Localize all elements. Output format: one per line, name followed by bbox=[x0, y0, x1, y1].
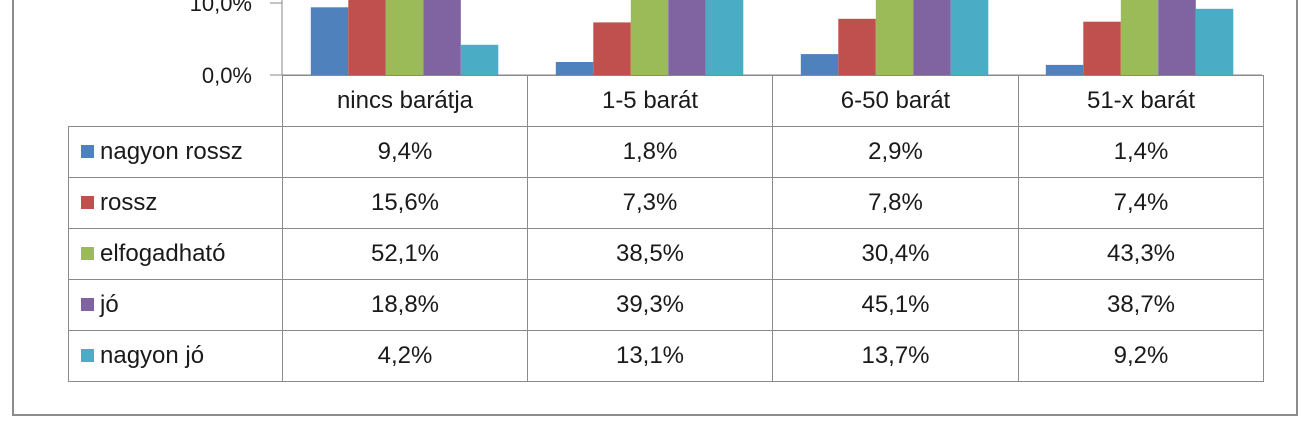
bar bbox=[1195, 8, 1234, 75]
category-label: nincs barátja bbox=[282, 75, 528, 127]
table-cell: 2,9% bbox=[772, 126, 1019, 178]
table-row: nagyon jó 4,2% 13,1% 13,7% 9,2% bbox=[68, 330, 1264, 382]
bar bbox=[875, 0, 914, 75]
series-label: rossz bbox=[100, 189, 158, 216]
legend-swatch-icon bbox=[81, 196, 94, 209]
y-tick-label-10: 10,0% bbox=[190, 0, 252, 16]
table-cell: 52,1% bbox=[282, 228, 528, 280]
data-table: nincs barátja 1-5 barát 6-50 barát 51-x … bbox=[68, 75, 1264, 382]
legend-entry: nagyon jó bbox=[68, 330, 283, 382]
category-label: 51-x barát bbox=[1018, 75, 1264, 127]
table-row: jó 18,8% 39,3% 45,1% 38,7% bbox=[68, 279, 1264, 331]
table-cell: 39,3% bbox=[527, 279, 773, 331]
bar bbox=[348, 0, 386, 75]
bar bbox=[1045, 64, 1084, 75]
table-cell: 7,3% bbox=[527, 177, 773, 229]
legend-entry: rossz bbox=[68, 177, 283, 229]
table-cell: 30,4% bbox=[772, 228, 1019, 280]
legend-swatch-icon bbox=[81, 298, 94, 311]
bar bbox=[800, 54, 839, 75]
bar bbox=[950, 0, 989, 75]
table-corner bbox=[68, 75, 283, 127]
bar-group bbox=[310, 0, 1234, 75]
table-cell: 43,3% bbox=[1018, 228, 1264, 280]
table-cell: 38,7% bbox=[1018, 279, 1264, 331]
series-label: jó bbox=[100, 291, 119, 318]
legend-entry: jó bbox=[68, 279, 283, 331]
bar bbox=[668, 0, 706, 75]
table-header-row: nincs barátja 1-5 barát 6-50 barát 51-x … bbox=[68, 75, 1264, 127]
table-cell: 7,4% bbox=[1018, 177, 1264, 229]
table-row: elfogadható 52,1% 38,5% 30,4% 43,3% bbox=[68, 228, 1264, 280]
bar bbox=[593, 22, 631, 75]
table-cell: 4,2% bbox=[282, 330, 528, 382]
series-label: nagyon rossz bbox=[100, 138, 243, 165]
table-cell: 9,4% bbox=[282, 126, 528, 178]
bar bbox=[385, 0, 424, 75]
bar bbox=[1158, 0, 1196, 75]
legend-swatch-icon bbox=[81, 247, 94, 260]
table-cell: 1,4% bbox=[1018, 126, 1264, 178]
bar bbox=[555, 62, 594, 75]
table-cell: 13,1% bbox=[527, 330, 773, 382]
bar bbox=[310, 7, 349, 75]
bar bbox=[423, 0, 461, 75]
legend-entry: elfogadható bbox=[68, 228, 283, 280]
series-label: elfogadható bbox=[100, 240, 226, 267]
table-cell: 45,1% bbox=[772, 279, 1019, 331]
bar bbox=[460, 44, 499, 75]
table-row: rossz 15,6% 7,3% 7,8% 7,4% bbox=[68, 177, 1264, 229]
table-cell: 18,8% bbox=[282, 279, 528, 331]
bar bbox=[838, 18, 876, 75]
table-cell: 1,8% bbox=[527, 126, 773, 178]
legend-swatch-icon bbox=[81, 349, 94, 362]
legend-swatch-icon bbox=[81, 145, 94, 158]
bar bbox=[913, 0, 951, 75]
table-cell: 7,8% bbox=[772, 177, 1019, 229]
table-cell: 9,2% bbox=[1018, 330, 1264, 382]
series-label: nagyon jó bbox=[100, 342, 205, 369]
table-cell: 13,7% bbox=[772, 330, 1019, 382]
category-label: 6-50 barát bbox=[772, 75, 1019, 127]
category-label: 1-5 barát bbox=[527, 75, 773, 127]
legend-entry: nagyon rossz bbox=[68, 126, 283, 178]
table-row: nagyon rossz 9,4% 1,8% 2,9% 1,4% bbox=[68, 126, 1264, 178]
bar bbox=[1120, 0, 1159, 75]
bar bbox=[705, 0, 744, 75]
bar bbox=[1083, 21, 1121, 75]
table-cell: 38,5% bbox=[527, 228, 773, 280]
bar bbox=[630, 0, 669, 75]
table-cell: 15,6% bbox=[282, 177, 528, 229]
